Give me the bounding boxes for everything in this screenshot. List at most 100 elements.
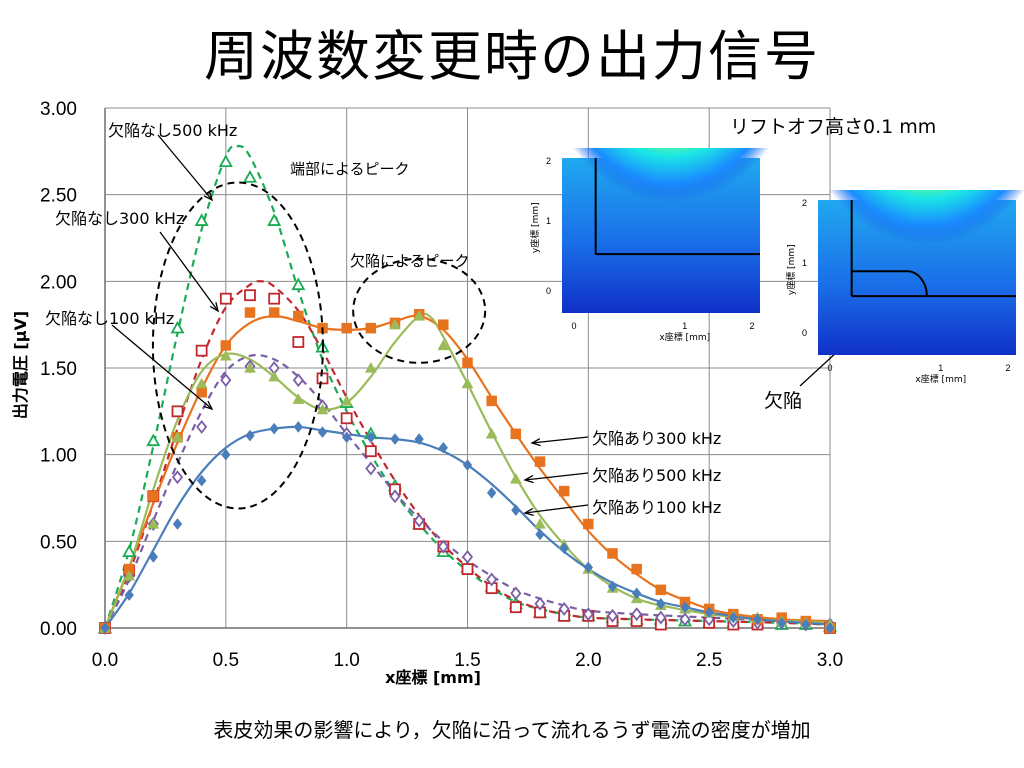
data-point bbox=[655, 610, 667, 625]
data-point bbox=[268, 292, 281, 305]
data-point bbox=[268, 307, 280, 318]
data-point bbox=[244, 307, 256, 318]
heatmap-x-tick: 2 bbox=[1005, 363, 1010, 373]
x-tick-label: 3.0 bbox=[817, 650, 843, 671]
data-point bbox=[196, 419, 208, 434]
data-point bbox=[390, 433, 400, 445]
y-tick-label: 0.50 bbox=[40, 532, 77, 553]
data-point bbox=[437, 339, 450, 351]
data-point bbox=[413, 513, 425, 528]
annotation-arrow bbox=[157, 134, 213, 201]
annotation-arrow bbox=[524, 472, 589, 481]
heatmap-x-tick: 0 bbox=[571, 321, 576, 331]
data-point bbox=[680, 601, 690, 614]
data-point bbox=[221, 448, 231, 461]
chart-annotation: 欠陥あり100 kHz bbox=[592, 498, 721, 517]
chart-markers bbox=[97, 154, 838, 635]
x-tick-label: 0.5 bbox=[213, 650, 239, 671]
data-point bbox=[365, 322, 377, 334]
heatmap-x-tick: 1 bbox=[682, 321, 687, 331]
heatmap-y-label: y座標 [mm] bbox=[785, 244, 797, 295]
heatmap-x-tick: 0 bbox=[827, 363, 832, 373]
heatmap-y-tick: 1 bbox=[546, 216, 551, 226]
annotation-arrowhead bbox=[530, 438, 541, 447]
data-point bbox=[510, 428, 522, 440]
annotation-arrowhead bbox=[523, 475, 534, 484]
y-tick-label: 0.00 bbox=[40, 619, 77, 640]
data-point bbox=[559, 542, 569, 555]
data-point bbox=[194, 213, 209, 226]
chart-annotation: 欠陥なし300 kHz bbox=[55, 209, 184, 228]
annotation-arrowhead bbox=[209, 302, 219, 313]
heatmap-no-defect: 2 1 0 0 1 2 x座標 [mm] y座標 [mm] bbox=[520, 148, 770, 358]
data-point bbox=[219, 292, 232, 305]
data-point bbox=[341, 431, 352, 444]
data-point bbox=[293, 421, 304, 433]
data-point bbox=[147, 517, 160, 529]
data-point bbox=[244, 361, 256, 373]
data-point bbox=[606, 608, 619, 623]
data-point bbox=[171, 470, 184, 485]
y-tick-label: 3.00 bbox=[40, 99, 77, 120]
data-point bbox=[462, 459, 473, 471]
liftoff-label: リフトオフ高さ0.1 mm bbox=[730, 116, 937, 138]
data-point bbox=[291, 277, 306, 291]
y-tick-label: 1.50 bbox=[40, 359, 77, 380]
data-point bbox=[340, 412, 353, 425]
data-point bbox=[245, 429, 255, 442]
defect-peak-ellipse bbox=[352, 257, 487, 364]
data-point bbox=[219, 349, 232, 361]
data-point bbox=[511, 504, 521, 517]
annotation-arrowhead bbox=[523, 507, 534, 517]
y-tick-label: 2.50 bbox=[40, 186, 77, 207]
x-tick-label: 2.5 bbox=[696, 650, 722, 671]
data-point bbox=[656, 597, 666, 610]
annotation-arrowhead bbox=[203, 191, 214, 202]
data-point bbox=[146, 433, 161, 447]
y-tick-label: 1.00 bbox=[40, 446, 77, 467]
y-axis-title: 出力電圧 [µV] bbox=[11, 311, 30, 419]
data-point bbox=[631, 587, 642, 600]
data-point bbox=[655, 584, 667, 596]
data-point bbox=[196, 387, 207, 398]
data-point bbox=[148, 491, 159, 502]
data-point bbox=[801, 618, 811, 631]
data-point bbox=[171, 405, 184, 418]
data-point bbox=[631, 607, 643, 622]
data-point bbox=[582, 607, 594, 622]
defect-label: 欠陥 bbox=[764, 390, 803, 412]
heatmap-y-tick: 0 bbox=[802, 328, 807, 338]
data-point bbox=[292, 336, 305, 348]
data-point bbox=[607, 580, 618, 593]
heatmap-with-defect: 2 1 0 0 1 2 x座標 [mm] y座標 [mm] bbox=[776, 190, 1024, 400]
data-point bbox=[510, 586, 522, 601]
data-point bbox=[366, 431, 376, 444]
chart-annotation: 端部によるピーク bbox=[290, 160, 410, 178]
data-point bbox=[438, 441, 449, 454]
data-point bbox=[509, 472, 522, 484]
data-point bbox=[220, 373, 232, 388]
x-tick-label: 2.0 bbox=[575, 650, 601, 671]
annotation-arrow bbox=[531, 436, 589, 444]
data-point bbox=[704, 606, 714, 619]
chart-annotation: 欠陥あり300 kHz bbox=[592, 429, 721, 448]
data-point bbox=[341, 322, 352, 334]
data-point bbox=[728, 611, 739, 624]
data-point bbox=[123, 569, 136, 581]
data-point bbox=[583, 561, 594, 574]
data-point bbox=[462, 357, 473, 369]
data-point bbox=[172, 518, 183, 530]
data-point bbox=[124, 589, 134, 601]
heatmap-defect-outline bbox=[851, 270, 928, 297]
edge-peak-ellipse bbox=[151, 181, 324, 510]
y-tick-label: 2.00 bbox=[40, 272, 77, 293]
data-point bbox=[535, 528, 545, 541]
heatmap-x-tick: 1 bbox=[938, 363, 943, 373]
data-point bbox=[122, 544, 137, 558]
x-tick-label: 0.0 bbox=[92, 650, 118, 671]
data-point bbox=[461, 549, 474, 564]
x-tick-label: 1.5 bbox=[454, 650, 480, 671]
data-point bbox=[825, 622, 835, 634]
data-point bbox=[461, 563, 474, 575]
heatmap-y-tick: 2 bbox=[546, 156, 551, 166]
